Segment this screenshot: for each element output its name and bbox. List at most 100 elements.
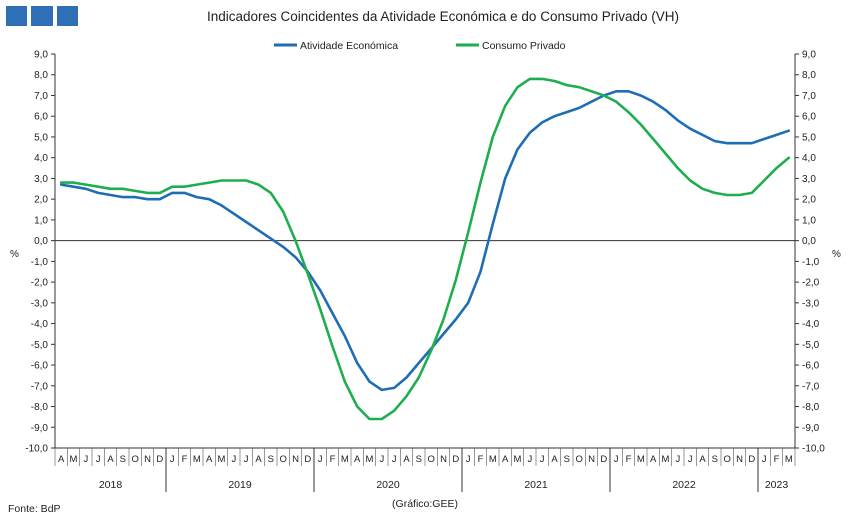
y-tick-label-right: -1,0 bbox=[802, 257, 820, 268]
month-label: J bbox=[614, 454, 619, 465]
month-label: J bbox=[231, 454, 236, 465]
y-tick-label-left: -8,0 bbox=[31, 402, 49, 413]
y-tick-label-left: 3,0 bbox=[34, 174, 48, 185]
month-label: J bbox=[466, 454, 471, 465]
month-label: M bbox=[637, 454, 645, 465]
y-tick-label-left: -2,0 bbox=[31, 278, 49, 289]
month-label: O bbox=[575, 454, 582, 465]
year-label: 2022 bbox=[672, 479, 696, 491]
y-axis-right-unit: % bbox=[832, 249, 841, 260]
y-tick-label-right: 8,0 bbox=[802, 70, 816, 81]
y-tick-label-left: -3,0 bbox=[31, 298, 49, 309]
month-label: S bbox=[120, 454, 126, 465]
month-label: S bbox=[268, 454, 274, 465]
month-label: J bbox=[527, 454, 532, 465]
y-tick-label-left: 5,0 bbox=[34, 132, 48, 143]
year-label: 2023 bbox=[765, 479, 789, 491]
month-label: A bbox=[699, 454, 706, 465]
month-label: M bbox=[193, 454, 201, 465]
month-label: F bbox=[478, 454, 484, 465]
logo-square-icon bbox=[31, 6, 53, 26]
series-line-atividade bbox=[59, 90, 791, 392]
y-tick-label-left: 9,0 bbox=[34, 50, 48, 61]
y-axis-left-ticks: -10,0 -9,0 -8,0 -7,0 -6,0 -5,0 -4,0 -3,0 -2,0 -1,… bbox=[25, 50, 55, 455]
month-label: M bbox=[341, 454, 349, 465]
month-label: F bbox=[774, 454, 780, 465]
y-tick-label-right: 9,0 bbox=[802, 50, 816, 61]
y-tick-label-left: -1,0 bbox=[31, 257, 49, 268]
month-label: F bbox=[330, 454, 336, 465]
month-label: N bbox=[440, 454, 447, 465]
legend-label-atividade: Atividade Económica bbox=[300, 40, 398, 52]
month-label: J bbox=[83, 454, 88, 465]
y-tick-label-right: 1,0 bbox=[802, 215, 816, 226]
axes bbox=[54, 54, 796, 449]
month-label: D bbox=[452, 454, 459, 465]
y-tick-label-right: -6,0 bbox=[802, 361, 820, 372]
y-tick-label-left: -5,0 bbox=[31, 340, 49, 351]
y-tick-label-right: 0,0 bbox=[802, 236, 816, 247]
month-label: J bbox=[170, 454, 175, 465]
month-label: J bbox=[392, 454, 397, 465]
y-tick-label-left: -9,0 bbox=[31, 423, 49, 434]
y-tick-label-right: -3,0 bbox=[802, 298, 820, 309]
month-label: A bbox=[255, 454, 262, 465]
month-label: N bbox=[292, 454, 299, 465]
month-label: J bbox=[688, 454, 693, 465]
series-line-consumo bbox=[59, 77, 791, 421]
month-label: M bbox=[218, 454, 226, 465]
y-tick-label-right: 6,0 bbox=[802, 112, 816, 123]
month-label: O bbox=[427, 454, 434, 465]
month-label: D bbox=[748, 454, 755, 465]
month-label: N bbox=[736, 454, 743, 465]
y-tick-label-left: 2,0 bbox=[34, 195, 48, 206]
month-label: F bbox=[626, 454, 632, 465]
y-tick-label-right: 2,0 bbox=[802, 195, 816, 206]
month-label: D bbox=[156, 454, 163, 465]
month-label: A bbox=[58, 454, 65, 465]
month-label: J bbox=[244, 454, 249, 465]
y-tick-label-left: -10,0 bbox=[25, 444, 48, 455]
month-label: D bbox=[600, 454, 607, 465]
year-label: 2019 bbox=[228, 479, 252, 491]
y-tick-label-left: 6,0 bbox=[34, 112, 48, 123]
month-label: J bbox=[762, 454, 767, 465]
month-label: M bbox=[366, 454, 374, 465]
month-label: F bbox=[182, 454, 188, 465]
month-label: M bbox=[514, 454, 522, 465]
chart-credit: (Gráfico:GEE) bbox=[392, 498, 458, 510]
year-label: 2021 bbox=[524, 479, 548, 491]
y-tick-label-left: 7,0 bbox=[34, 91, 48, 102]
month-label: S bbox=[564, 454, 570, 465]
month-label: D bbox=[304, 454, 311, 465]
month-label: A bbox=[403, 454, 410, 465]
y-axis-left-unit: % bbox=[10, 249, 19, 260]
y-tick-label-left: 8,0 bbox=[34, 70, 48, 81]
bdp-logo bbox=[6, 6, 78, 26]
y-tick-label-right: -8,0 bbox=[802, 402, 820, 413]
y-tick-label-right: -4,0 bbox=[802, 319, 820, 330]
month-label: J bbox=[96, 454, 101, 465]
y-tick-label-left: -7,0 bbox=[31, 381, 49, 392]
year-label: 2020 bbox=[376, 479, 400, 491]
month-label: A bbox=[650, 454, 657, 465]
month-label: S bbox=[416, 454, 422, 465]
logo-square-icon bbox=[6, 6, 28, 26]
month-label: N bbox=[588, 454, 595, 465]
logo-square-icon bbox=[56, 6, 78, 26]
month-label: O bbox=[723, 454, 730, 465]
legend: Atividade Económica Consumo Privado bbox=[274, 40, 566, 52]
year-label: 2018 bbox=[99, 479, 123, 491]
month-label: A bbox=[107, 454, 114, 465]
month-label: A bbox=[206, 454, 213, 465]
chart-title: Indicadores Coincidentes da Atividade Ec… bbox=[207, 9, 679, 24]
y-tick-label-left: -4,0 bbox=[31, 319, 49, 330]
month-label: J bbox=[675, 454, 680, 465]
month-label: O bbox=[279, 454, 286, 465]
y-tick-label-right: 5,0 bbox=[802, 132, 816, 143]
month-label: A bbox=[354, 454, 361, 465]
y-tick-label-right: -10,0 bbox=[802, 444, 825, 455]
month-label: O bbox=[131, 454, 138, 465]
month-label: J bbox=[540, 454, 545, 465]
